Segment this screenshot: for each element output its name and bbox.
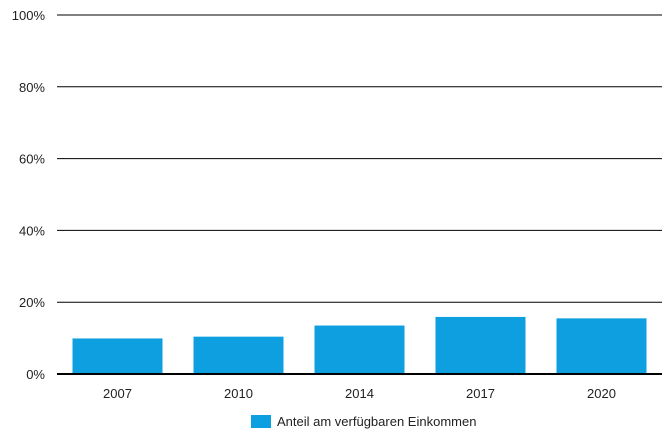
y-tick-label: 40%: [19, 223, 45, 238]
x-tick-label: 2007: [103, 386, 132, 401]
bar-2010: [193, 336, 284, 374]
bar-2007: [72, 338, 163, 374]
y-tick-label: 100%: [12, 8, 46, 23]
x-tick-label: 2010: [224, 386, 253, 401]
bar-2014: [314, 325, 405, 374]
y-tick-label: 20%: [19, 295, 45, 310]
legend: Anteil am verfügbaren Einkommen: [251, 414, 476, 429]
bar-2017: [435, 316, 526, 374]
y-axis-tick-labels: 0% 20% 40% 60% 80% 100%: [12, 8, 46, 382]
gridlines: [57, 14, 662, 303]
bar-2020: [556, 318, 647, 374]
x-tick-label: 2014: [345, 386, 374, 401]
x-tick-label: 2020: [587, 386, 616, 401]
bars: [72, 316, 647, 374]
x-axis-tick-labels: 2007 2010 2014 2017 2020: [103, 386, 616, 401]
y-tick-label: 0%: [26, 367, 45, 382]
legend-label: Anteil am verfügbaren Einkommen: [277, 414, 477, 429]
y-tick-label: 80%: [19, 80, 45, 95]
y-tick-label: 60%: [19, 152, 45, 167]
legend-swatch: [251, 415, 271, 428]
x-tick-label: 2017: [466, 386, 495, 401]
